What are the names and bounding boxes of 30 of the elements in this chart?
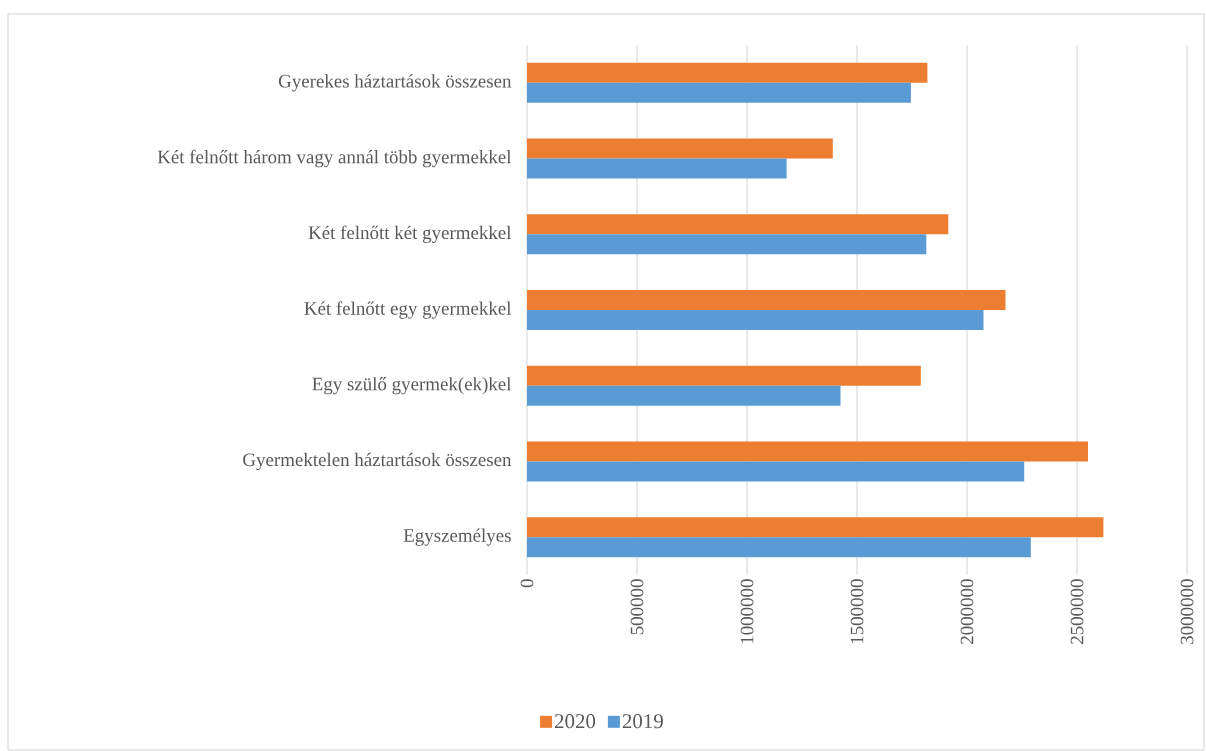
x-tick-label: 3000000 (1180, 579, 1194, 644)
legend-label: 2019 (622, 714, 663, 729)
bar (527, 82, 911, 103)
bar (527, 385, 841, 406)
bar (527, 62, 928, 83)
bar (527, 158, 787, 179)
bar (527, 517, 1104, 538)
y-tick-label: Gyermektelen háztartások összesen (243, 452, 512, 471)
y-tick-label: Két felnőtt egy gyermekkel (304, 301, 512, 319)
y-tick-label: Egy szülő gyermek(ek)kel (312, 377, 512, 395)
y-tick-label: Két felnőtt három vagy annál több gyermekkel (157, 149, 512, 168)
bar (527, 461, 1025, 482)
y-tick-label: Két felnőtt két gyermekkel (308, 225, 512, 243)
x-tick-label: 1000000 (740, 579, 754, 644)
bar (527, 537, 1031, 558)
y-tick-label: Gyerekes háztartások összesen (278, 74, 512, 92)
x-tick-label: 2000000 (960, 579, 974, 644)
bar (527, 214, 949, 235)
bar (527, 290, 1006, 310)
legend-label: 2020 (554, 714, 596, 729)
bar (527, 138, 833, 159)
bar (527, 441, 1088, 462)
bar (527, 365, 921, 386)
bar (527, 234, 927, 255)
x-tick-label: 2500000 (1070, 579, 1084, 644)
y-tick-label: Egyszemélyes (403, 528, 511, 546)
x-tick-label: 1500000 (850, 579, 864, 644)
x-tick-label: 500000 (630, 579, 644, 635)
bar (527, 310, 984, 330)
x-tick-label: 0 (520, 579, 534, 588)
